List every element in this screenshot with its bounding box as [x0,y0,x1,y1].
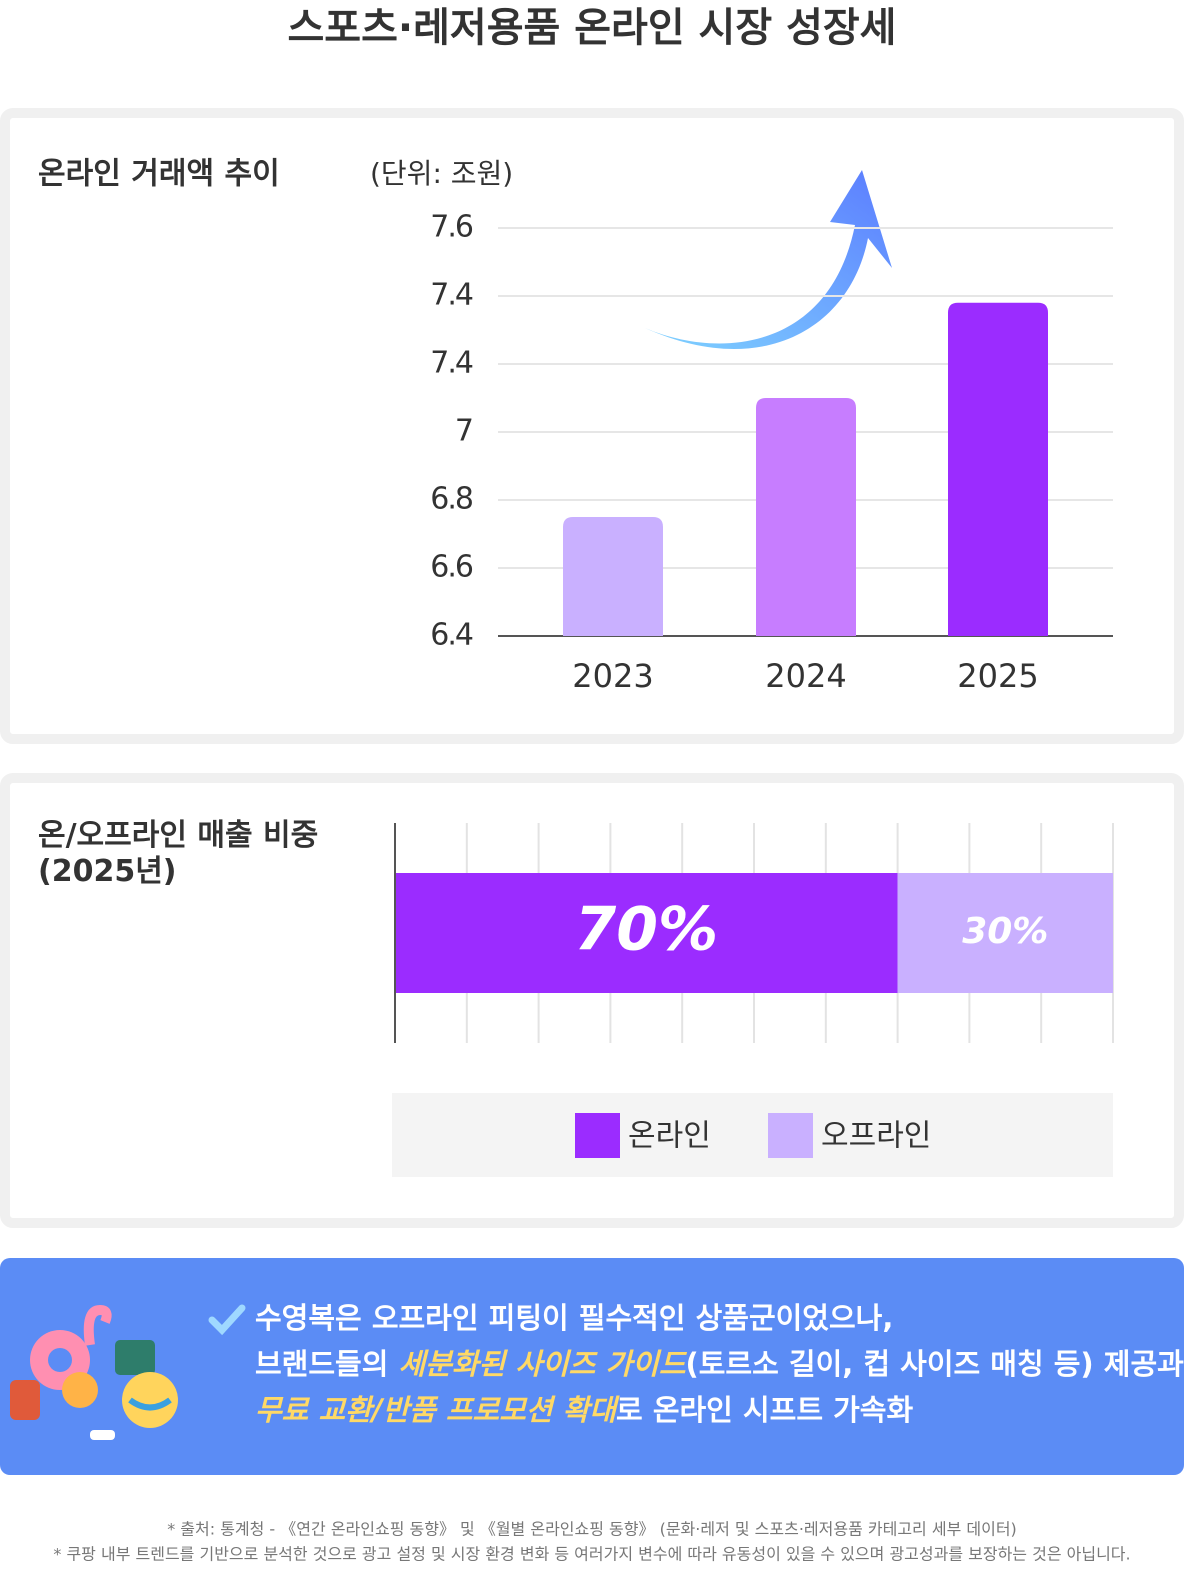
y-tick-label: 7 [455,414,472,449]
callout-text: 수영복은 오프라인 피팅이 필수적인 상품군이었으나, [255,1301,893,1335]
trend-arrow [645,170,892,350]
y-tick-label: 7.4 [430,346,473,381]
bar-segment [897,873,1113,993]
page-title: 스포츠·레저용품 온라인 시장 성장세 [288,5,897,51]
y-tick-label: 7.6 [430,210,473,245]
unit-label: (단위: 조원) [370,157,513,190]
check-icon [208,1304,246,1336]
legend-box [392,1093,1113,1177]
data-label: 70% [574,895,718,965]
y-tick-label: 6.8 [430,482,473,517]
footnote: * 쿠팡 내부 트렌드를 기반으로 분석한 것으로 광고 설정 및 시장 환경 … [53,1545,1130,1564]
callout-text: (토르소 길이, 컵 사이즈 매칭 등) 제공과 [686,1347,1185,1381]
y-tick-label: 6.6 [430,550,473,585]
y-tick-label: 7.4 [430,278,473,313]
callout-line: 수영복은 오프라인 피팅이 필수적인 상품군이었으나, [255,1301,893,1335]
legend-label: 오프라인 [821,1119,931,1154]
bar-segment [395,873,898,993]
callout-box [0,1258,1184,1475]
bar [756,398,856,636]
callout-text: 무료 교환/반품 프로모션 확대 [255,1393,620,1427]
data-label: 30% [962,911,1048,952]
callout-text: 세분화된 사이즈 가이드 [399,1347,688,1381]
chart-title: 온/오프라인 매출 비중 (2025년) [38,818,319,889]
callout-line: 브랜드들의 세분화된 사이즈 가이드(토르소 길이, 컵 사이즈 매칭 등) 제… [255,1347,1184,1381]
legend-swatch [575,1113,620,1158]
bar [563,517,663,636]
footnote: * 출처: 통계청 - 《연간 온라인쇼핑 동향》 및 《월별 온라인쇼핑 동향… [167,1520,1017,1539]
callout-line: 무료 교환/반품 프로모션 확대로 온라인 시프트 가속화 [255,1393,913,1427]
bar [948,302,1048,636]
chart-title: 온라인 거래액 추이 [38,157,280,192]
callout-text: 브랜드들의 [255,1347,399,1381]
y-tick-label: 6.4 [430,618,473,653]
callout-text: 로 온라인 시프트 가속화 [616,1393,913,1427]
legend-swatch [768,1113,813,1158]
illustration [10,1304,178,1440]
legend-label: 온라인 [628,1119,711,1154]
x-tick-label: 2025 [957,657,1038,695]
x-tick-label: 2023 [572,657,653,695]
chart-title-box: 온/오프라인 매출 비중 (2025년) [38,818,319,889]
x-tick-label: 2024 [765,657,846,695]
card [0,108,1184,744]
